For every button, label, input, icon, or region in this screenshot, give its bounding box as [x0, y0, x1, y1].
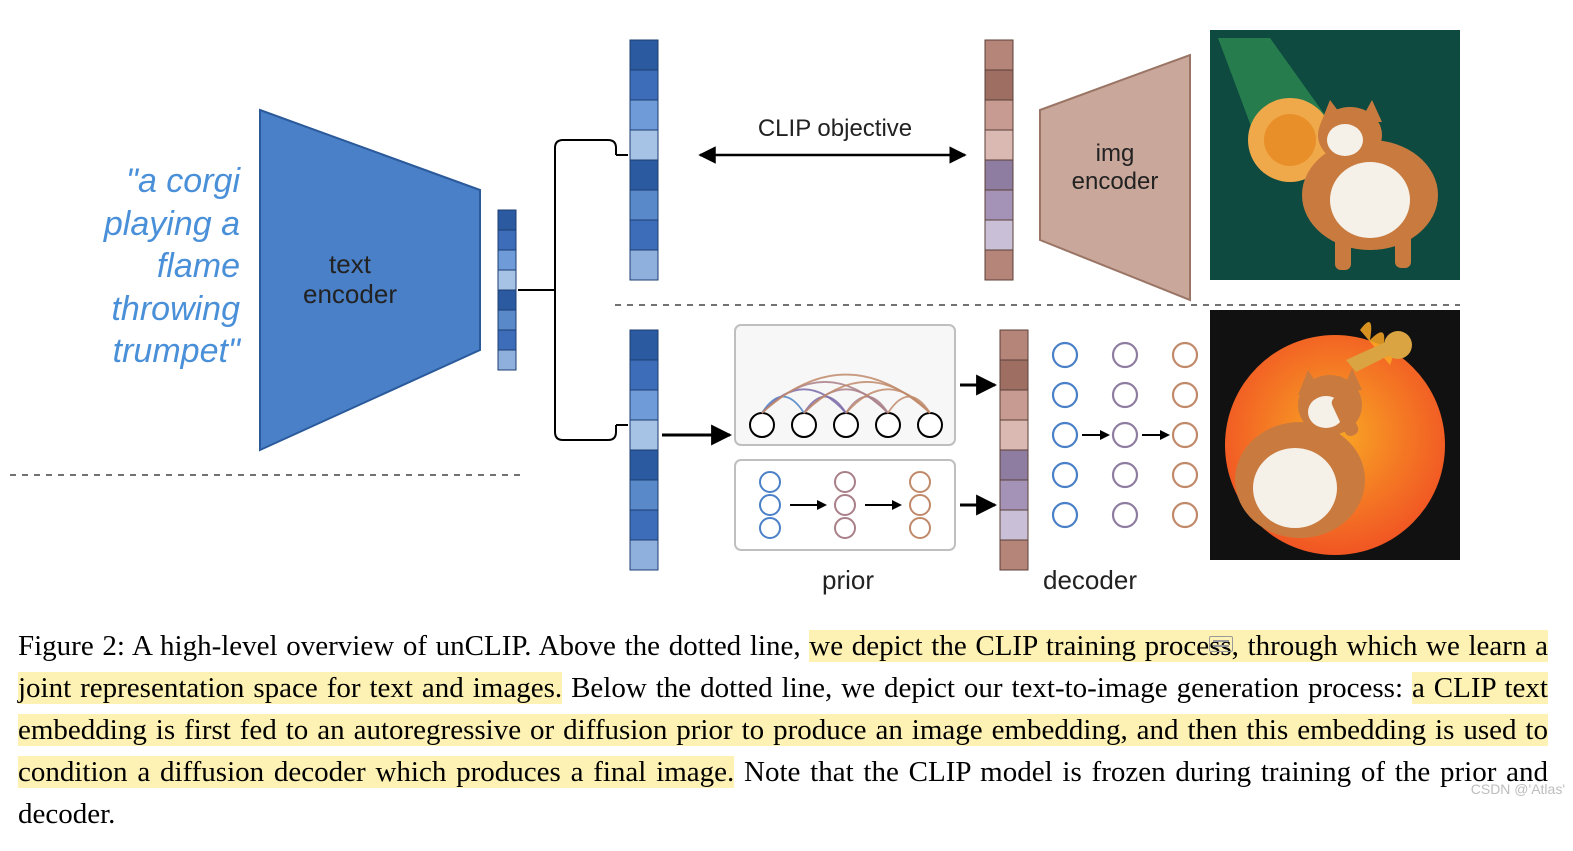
output-image-top — [1210, 30, 1460, 280]
prior-diffusion-box — [735, 460, 955, 550]
clip-objective-label: CLIP objective — [740, 115, 930, 143]
annotation-icon — [1209, 636, 1233, 652]
prior-autoregressive-box — [735, 325, 955, 445]
text-embedding-bottom — [630, 330, 658, 570]
prior-label: prior — [818, 565, 878, 596]
watermark-text: CSDN @'Atlas' — [1471, 781, 1565, 797]
decoder-label: decoder — [1030, 565, 1150, 596]
figure-caption: Figure 2: A high-level overview of unCLI… — [18, 625, 1548, 835]
fork-bracket — [518, 140, 628, 440]
image-embedding-top — [985, 40, 1013, 280]
caption-lead: Figure 2: A high-level overview of unCLI… — [18, 630, 809, 662]
text-encoder-label: text encoder — [285, 250, 415, 310]
prompt-text: "a corgi playing a flame throwing trumpe… — [40, 160, 240, 373]
text-embedding-top — [630, 40, 658, 280]
img-encoder-label: img encoder — [1055, 140, 1175, 195]
decoder-diffusion — [1053, 343, 1197, 527]
image-embedding-bottom — [1000, 330, 1028, 570]
caption-mid: Below the dotted line, we depict our tex… — [562, 672, 1412, 704]
text-embedding-small — [498, 210, 516, 370]
output-image-bottom — [1210, 310, 1460, 560]
